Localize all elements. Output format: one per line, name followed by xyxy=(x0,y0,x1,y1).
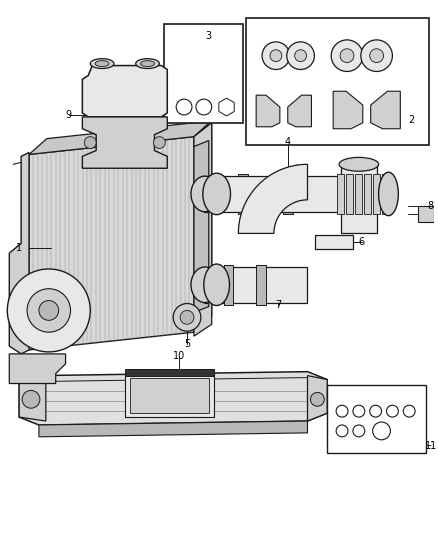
Polygon shape xyxy=(19,372,327,425)
Ellipse shape xyxy=(339,157,378,171)
Bar xyxy=(246,18,429,144)
Text: 8: 8 xyxy=(428,201,434,211)
Circle shape xyxy=(331,40,363,71)
Circle shape xyxy=(340,49,354,62)
Bar xyxy=(355,174,362,214)
Text: 9: 9 xyxy=(65,110,71,120)
Text: 1: 1 xyxy=(16,243,22,253)
Polygon shape xyxy=(29,136,194,350)
Polygon shape xyxy=(82,117,167,168)
Bar xyxy=(364,174,371,214)
Text: 11: 11 xyxy=(425,441,437,451)
Bar xyxy=(125,374,214,417)
Circle shape xyxy=(7,269,90,352)
Polygon shape xyxy=(238,164,307,233)
Text: 2: 2 xyxy=(408,115,414,125)
Circle shape xyxy=(180,310,194,324)
Circle shape xyxy=(270,50,282,62)
Ellipse shape xyxy=(204,264,230,305)
Circle shape xyxy=(287,42,314,69)
Ellipse shape xyxy=(136,59,159,69)
Text: 6: 6 xyxy=(359,237,365,247)
Ellipse shape xyxy=(191,176,219,212)
Ellipse shape xyxy=(191,267,219,303)
Ellipse shape xyxy=(141,61,155,67)
Circle shape xyxy=(153,136,165,149)
Polygon shape xyxy=(39,421,307,437)
Bar xyxy=(223,265,233,304)
Polygon shape xyxy=(219,98,234,116)
Polygon shape xyxy=(82,66,167,117)
Text: 5: 5 xyxy=(184,339,190,349)
Bar xyxy=(327,385,426,453)
Bar xyxy=(337,174,344,214)
Circle shape xyxy=(262,42,290,69)
Polygon shape xyxy=(9,152,29,354)
Polygon shape xyxy=(204,267,307,303)
Polygon shape xyxy=(9,354,66,384)
Polygon shape xyxy=(29,121,212,155)
Bar xyxy=(164,24,244,123)
Bar xyxy=(125,369,214,376)
Bar xyxy=(346,174,353,214)
Polygon shape xyxy=(307,376,327,421)
Circle shape xyxy=(39,301,59,320)
Text: 4: 4 xyxy=(285,136,291,147)
Polygon shape xyxy=(341,164,377,233)
Text: 3: 3 xyxy=(206,31,212,41)
Bar xyxy=(256,265,266,304)
Bar xyxy=(130,377,209,413)
Circle shape xyxy=(370,49,384,62)
Text: 7: 7 xyxy=(275,300,281,310)
Polygon shape xyxy=(194,123,212,336)
Ellipse shape xyxy=(378,172,398,216)
Ellipse shape xyxy=(95,61,109,67)
Ellipse shape xyxy=(203,173,230,215)
Polygon shape xyxy=(19,379,46,421)
Bar xyxy=(283,174,293,214)
Circle shape xyxy=(173,303,201,331)
Bar xyxy=(373,174,380,214)
Circle shape xyxy=(361,40,392,71)
Polygon shape xyxy=(256,95,280,127)
Polygon shape xyxy=(194,121,212,332)
Bar xyxy=(418,206,434,222)
Bar xyxy=(381,174,389,214)
Polygon shape xyxy=(204,176,365,212)
Circle shape xyxy=(295,50,307,62)
Bar xyxy=(315,236,353,249)
Bar xyxy=(238,174,248,214)
Polygon shape xyxy=(371,91,400,129)
Circle shape xyxy=(27,289,71,332)
Polygon shape xyxy=(288,95,311,127)
Circle shape xyxy=(85,136,96,149)
Text: 10: 10 xyxy=(173,351,185,361)
Ellipse shape xyxy=(90,59,114,69)
Polygon shape xyxy=(333,91,363,129)
Circle shape xyxy=(311,392,324,406)
Circle shape xyxy=(22,391,40,408)
